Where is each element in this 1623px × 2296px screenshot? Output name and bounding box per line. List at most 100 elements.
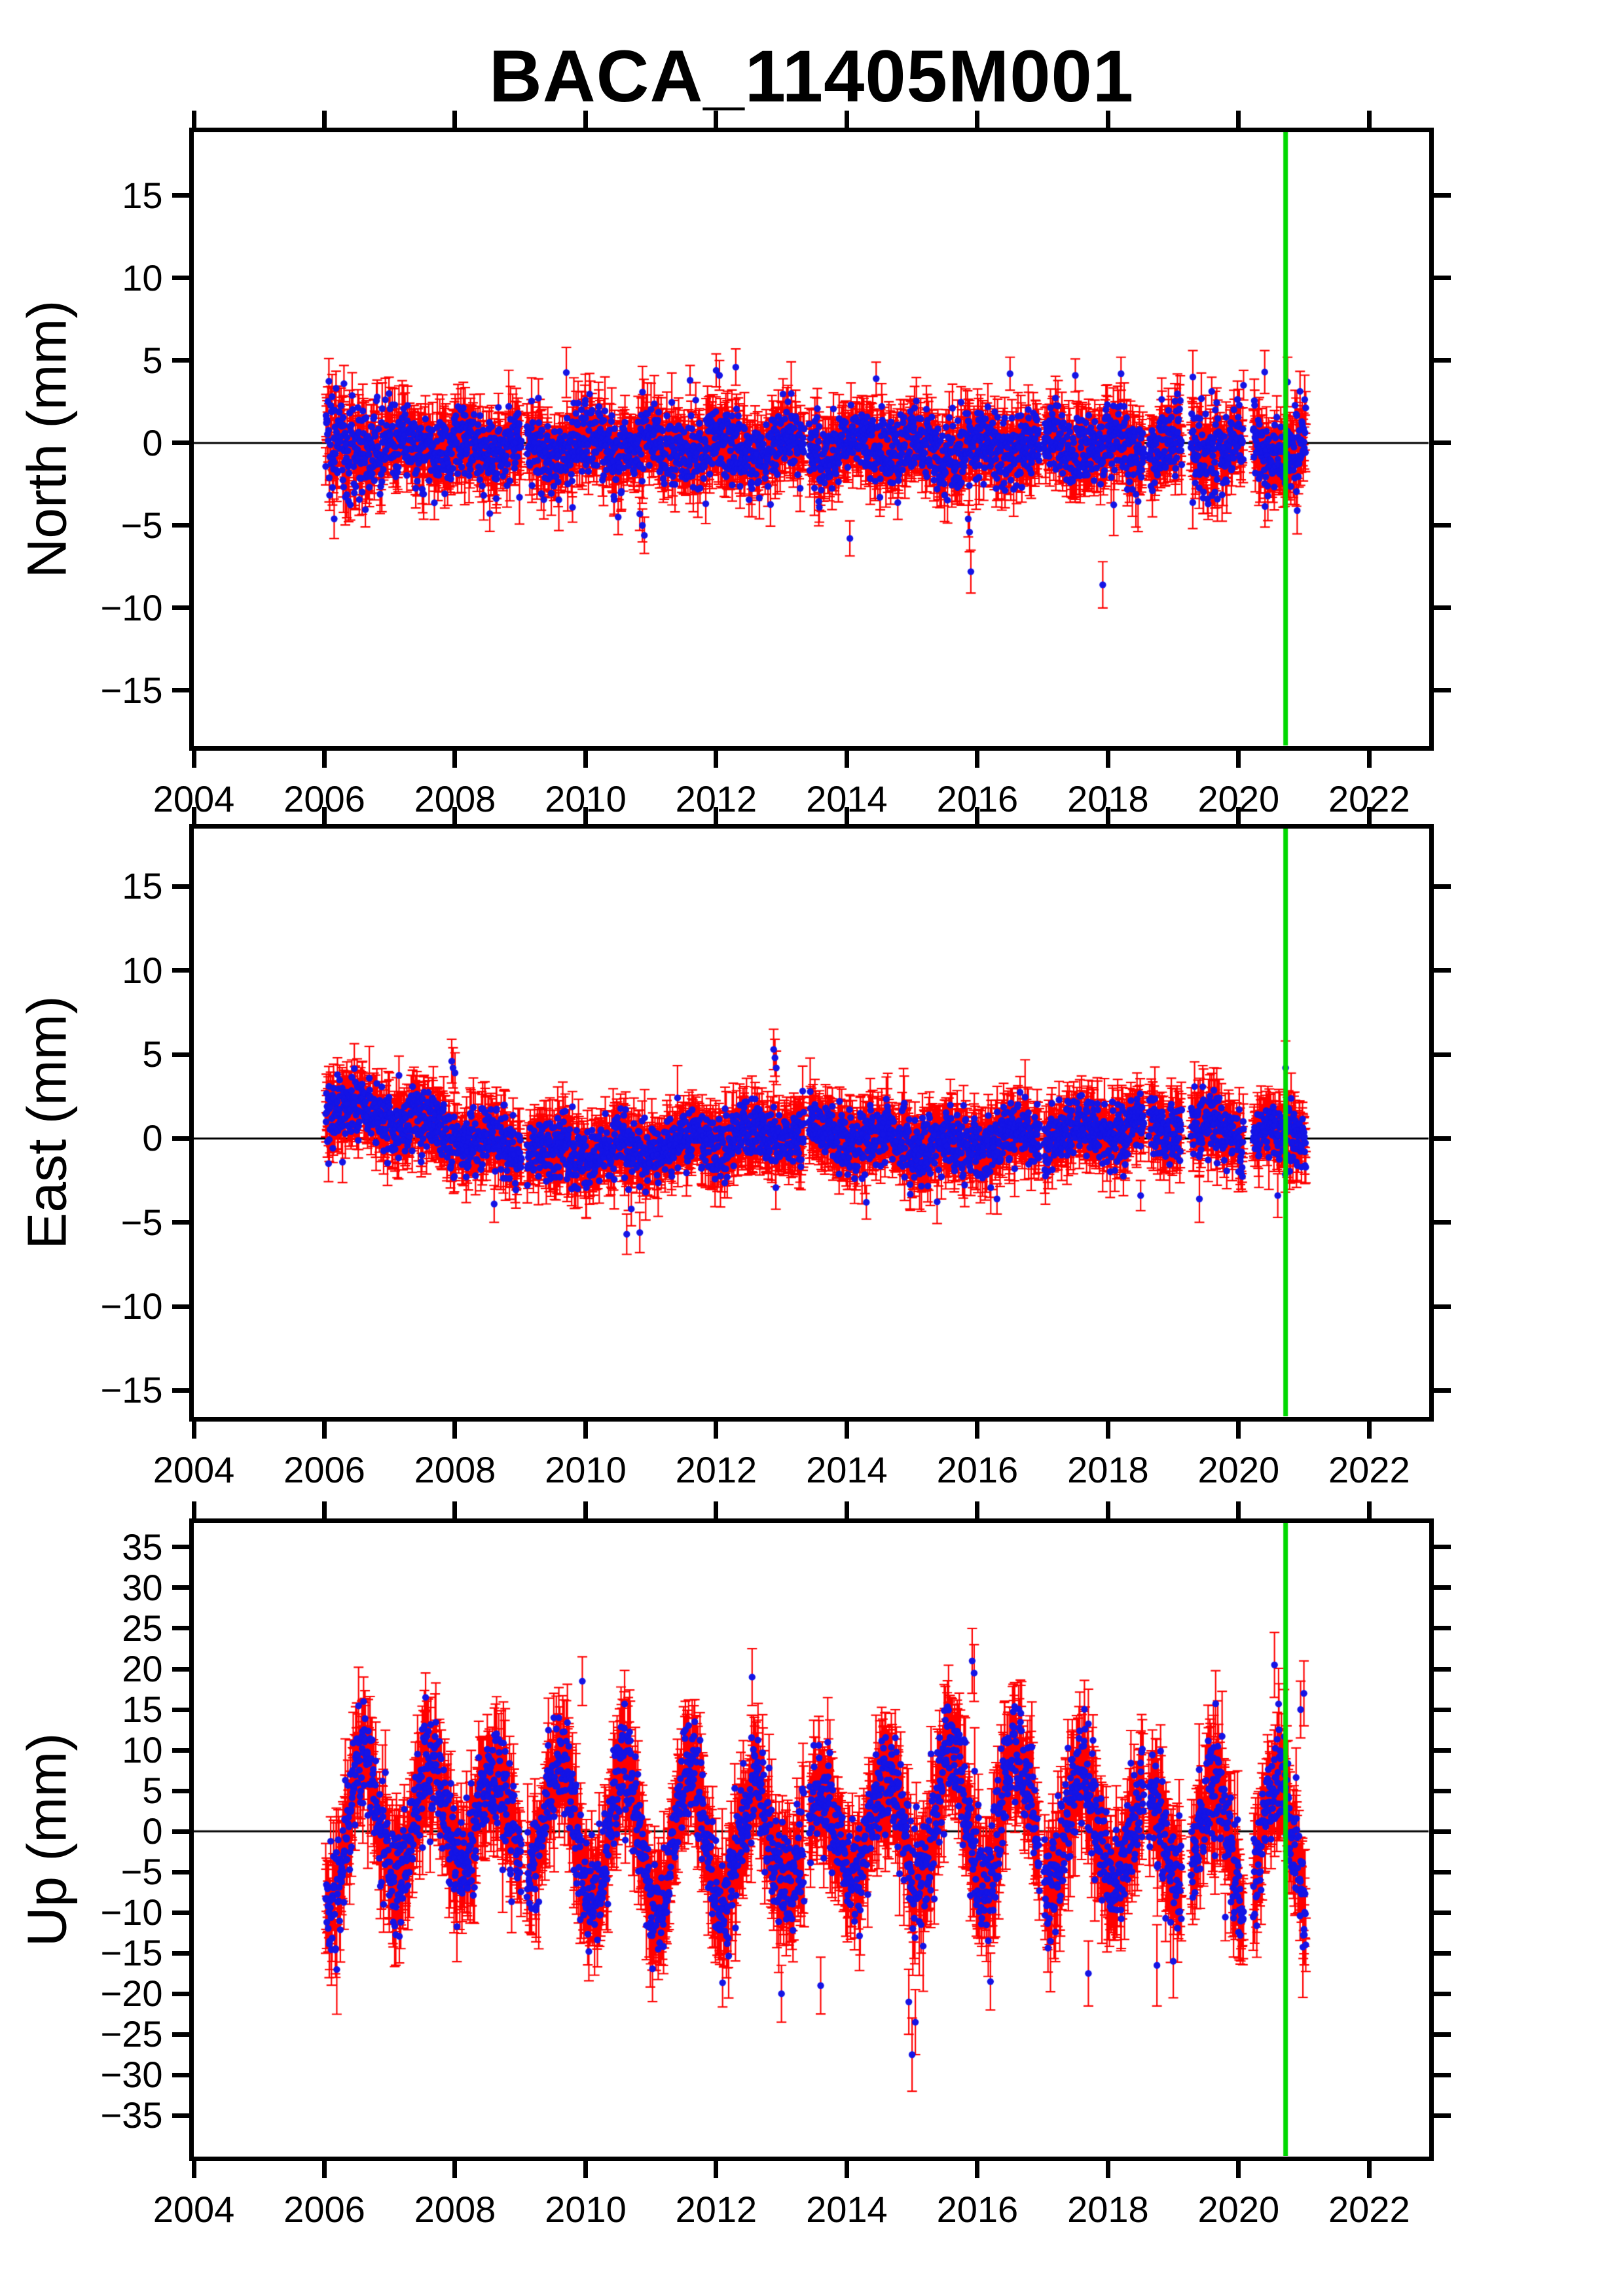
x-tick-mark: [321, 806, 327, 824]
x-tick-mark: [191, 1421, 196, 1439]
y-tick-label: 0: [142, 422, 163, 463]
north-data-canvas: [194, 132, 1429, 745]
y-tick-mark: [172, 605, 189, 611]
y-tick-label: 15: [122, 174, 163, 216]
x-tick-label: 2020: [1197, 1449, 1280, 1490]
y-tick-mark: [172, 1991, 189, 1996]
x-tick-mark: [583, 2161, 588, 2178]
x-tick-label: 2022: [1328, 1449, 1410, 1490]
x-tick-mark: [191, 110, 196, 128]
y-tick-mark: [172, 276, 189, 281]
x-tick-label: 2010: [545, 1449, 627, 1490]
x-tick-mark: [1105, 2161, 1110, 2178]
y-tick-mark: [1433, 1991, 1451, 1996]
y-tick-mark: [172, 1220, 189, 1225]
x-tick-mark: [1236, 110, 1241, 128]
x-tick-label: 2008: [414, 1449, 496, 1490]
y-tick-label: −5: [120, 1851, 163, 1893]
y-tick-mark: [172, 1545, 189, 1550]
y-tick-mark: [172, 440, 189, 446]
y-tick-mark: [1433, 1136, 1451, 1141]
x-tick-mark: [191, 750, 196, 768]
y-tick-mark: [1433, 1052, 1451, 1057]
x-tick-mark: [1236, 1421, 1241, 1439]
y-tick-mark: [172, 1748, 189, 1753]
x-tick-mark: [1105, 1501, 1110, 1518]
x-tick-mark: [321, 1421, 327, 1439]
y-tick-mark: [172, 2072, 189, 2077]
y-tick-mark: [1433, 2113, 1451, 2118]
x-tick-mark: [844, 110, 849, 128]
y-tick-label: 5: [142, 1770, 163, 1812]
x-tick-mark: [844, 1421, 849, 1439]
y-tick-label: 15: [122, 865, 163, 907]
y-tick-mark: [172, 2113, 189, 2118]
y-tick-mark: [1433, 1304, 1451, 1309]
y-tick-mark: [1433, 1788, 1451, 1793]
x-tick-mark: [583, 1421, 588, 1439]
y-tick-mark: [172, 1829, 189, 1834]
y-tick-mark: [1433, 2032, 1451, 2037]
y-tick-mark: [172, 1626, 189, 1631]
x-tick-mark: [714, 2161, 719, 2178]
x-tick-mark: [1366, 110, 1372, 128]
x-tick-mark: [844, 806, 849, 824]
x-tick-mark: [191, 2161, 196, 2178]
x-tick-mark: [1366, 2161, 1372, 2178]
x-tick-mark: [844, 2161, 849, 2178]
x-tick-label: 2008: [414, 2189, 496, 2230]
y-tick-mark: [1433, 1950, 1451, 1956]
y-tick-mark: [172, 523, 189, 528]
y-tick-mark: [1433, 1585, 1451, 1590]
y-tick-mark: [1433, 1626, 1451, 1631]
x-tick-label: 2012: [675, 1449, 757, 1490]
x-tick-mark: [452, 1501, 458, 1518]
y-tick-mark: [1433, 276, 1451, 281]
x-tick-mark: [1236, 806, 1241, 824]
x-tick-mark: [191, 1501, 196, 1518]
y-tick-mark: [172, 1304, 189, 1309]
y-tick-mark: [172, 1136, 189, 1141]
y-tick-mark: [1433, 688, 1451, 693]
y-tick-mark: [172, 1788, 189, 1793]
x-tick-mark: [714, 1421, 719, 1439]
y-tick-mark: [1433, 1829, 1451, 1834]
x-tick-label: 2006: [283, 1449, 365, 1490]
x-tick-label: 2018: [1067, 2189, 1149, 2230]
y-tick-mark: [172, 1585, 189, 1590]
y-tick-mark: [1433, 1545, 1451, 1550]
x-tick-mark: [975, 110, 980, 128]
y-tick-mark: [172, 1910, 189, 1915]
x-tick-label: 2012: [675, 2189, 757, 2230]
y-tick-mark: [172, 193, 189, 198]
x-tick-mark: [583, 806, 588, 824]
y-tick-label: −15: [100, 669, 163, 711]
y-tick-mark: [1433, 968, 1451, 973]
y-tick-mark: [1433, 1869, 1451, 1874]
x-tick-mark: [321, 2161, 327, 2178]
y-tick-mark: [172, 1869, 189, 1874]
x-tick-mark: [1105, 806, 1110, 824]
y-tick-label: −5: [120, 1201, 163, 1243]
y-tick-mark: [1433, 1388, 1451, 1393]
y-tick-label: 10: [122, 257, 163, 298]
x-tick-mark: [1366, 806, 1372, 824]
y-tick-label: 0: [142, 1810, 163, 1852]
y-tick-label: 15: [122, 1689, 163, 1731]
x-tick-mark: [452, 750, 458, 768]
y-tick-label: 0: [142, 1117, 163, 1159]
up-data-canvas: [194, 1523, 1429, 2156]
x-tick-mark: [1105, 110, 1110, 128]
y-tick-label: −10: [100, 586, 163, 628]
x-tick-mark: [452, 2161, 458, 2178]
x-tick-mark: [975, 806, 980, 824]
x-tick-mark: [714, 806, 719, 824]
x-tick-label: 2006: [283, 2189, 365, 2230]
x-tick-mark: [1366, 750, 1372, 768]
x-tick-label: 2014: [806, 2189, 888, 2230]
x-tick-label: 2020: [1197, 2189, 1280, 2230]
x-tick-mark: [975, 1501, 980, 1518]
y-tick-mark: [1433, 1748, 1451, 1753]
x-tick-mark: [1236, 750, 1241, 768]
